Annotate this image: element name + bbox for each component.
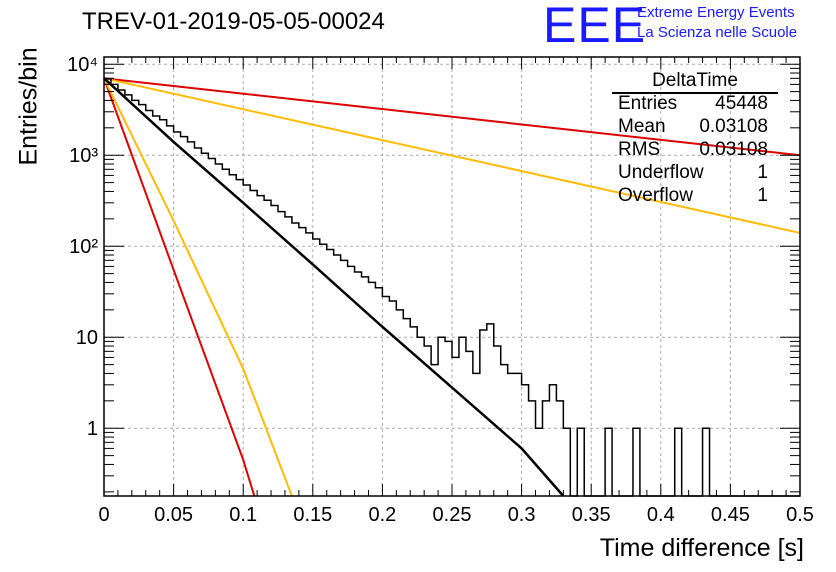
stats-value: 0.03108 bbox=[699, 116, 768, 137]
x-tick-label: 0.5 bbox=[786, 504, 814, 526]
y-axis-label: Entries/bin bbox=[14, 47, 43, 166]
model-curve bbox=[103, 77, 801, 157]
eee-logo: EEE bbox=[543, 0, 647, 53]
stats-key: Entries bbox=[618, 93, 678, 114]
stats-key: RMS bbox=[618, 139, 661, 160]
chart-title: TREV-01-2019-05-05-00024 bbox=[82, 8, 385, 35]
x-tick-label: 0.45 bbox=[711, 504, 750, 526]
stats-key: Overflow bbox=[618, 185, 693, 206]
stats-value: 1 bbox=[757, 162, 768, 183]
x-tick-label: 0.25 bbox=[433, 504, 472, 526]
x-axis-label: Time difference [s] bbox=[599, 534, 804, 562]
x-tick-label: 0.05 bbox=[154, 504, 193, 526]
fit-line bbox=[103, 77, 565, 497]
stats-row: RMS 0.03108 bbox=[612, 139, 778, 162]
logo-line-1: Extreme Energy Events bbox=[637, 4, 795, 21]
x-tick-label: 0.1 bbox=[229, 504, 257, 526]
stats-row: Overflow 1 bbox=[612, 185, 778, 208]
y-tick-labels: 1 10 10² 10³ 10⁴ bbox=[67, 54, 98, 440]
x-tick-label: 0.4 bbox=[647, 504, 675, 526]
y-tick-label: 10² bbox=[69, 236, 98, 258]
x-tick-labels: 0 0.05 0.1 0.15 0.2 0.25 0.3 0.35 0.4 0.45 0.5 bbox=[98, 504, 813, 526]
logo-line-2: La Scienza nelle Scuole bbox=[637, 24, 798, 41]
x-tick-label: 0.2 bbox=[368, 504, 396, 526]
stats-value: 45448 bbox=[715, 93, 768, 114]
stats-title: DeltaTime bbox=[652, 70, 738, 91]
y-tick-label: 1 bbox=[87, 418, 98, 440]
y-tick-label: 10³ bbox=[69, 145, 98, 167]
stats-row: Underflow 1 bbox=[612, 162, 778, 185]
x-tick-label: 0.15 bbox=[293, 504, 332, 526]
stats-rows: Entries 45448 Mean 0.03108 RMS 0.03108 Underfl… bbox=[612, 93, 778, 208]
y-tick-label: 10⁴ bbox=[67, 54, 98, 76]
x-tick-label: 0.3 bbox=[508, 504, 536, 526]
stats-box: DeltaTime Entries 45448 Mean 0.03108 RMS 0.03… bbox=[612, 70, 778, 206]
y-tick-label: 10 bbox=[76, 327, 98, 349]
model-curve bbox=[103, 77, 256, 497]
histogram-steps bbox=[104, 78, 800, 497]
axis-ticks bbox=[103, 57, 801, 496]
stats-key: Mean bbox=[618, 116, 666, 137]
stats-row: Entries 45448 bbox=[612, 93, 778, 116]
stats-value: 0.03108 bbox=[699, 139, 768, 160]
curves-layer bbox=[103, 77, 801, 497]
model-curve bbox=[103, 77, 801, 234]
x-tick-label: 0 bbox=[98, 504, 109, 526]
x-tick-label: 0.35 bbox=[572, 504, 611, 526]
model-curve bbox=[103, 77, 293, 497]
stats-divider bbox=[612, 92, 778, 94]
stats-value: 1 bbox=[757, 185, 768, 206]
stats-row: Mean 0.03108 bbox=[612, 116, 778, 139]
stats-key: Underflow bbox=[618, 162, 704, 183]
histogram-layer bbox=[103, 77, 800, 497]
